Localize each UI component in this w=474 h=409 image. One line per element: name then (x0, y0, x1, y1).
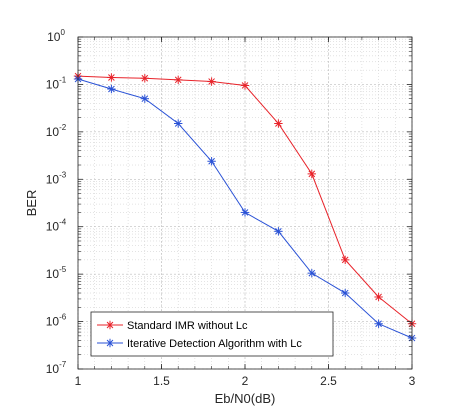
series-2-point (240, 208, 250, 217)
y-tick-label: 10-2 (46, 123, 67, 139)
series-1-point (240, 81, 250, 90)
series-2-point (307, 268, 316, 278)
y-tick-label: 10-1 (46, 75, 67, 91)
series-2-point (374, 319, 383, 328)
legend-box (90, 311, 334, 357)
x-tick-label: 1.5 (153, 374, 170, 388)
y-tick-label: 10-7 (46, 360, 67, 376)
axis-ticks (77, 36, 413, 370)
series-1-point (140, 74, 149, 83)
series-2-point (140, 94, 149, 103)
x-axis-tick-labels: 1 1.5 2 2.5 3 (75, 374, 416, 388)
series-2-point (341, 288, 350, 298)
series-2-point (274, 227, 283, 236)
x-tick-label: 2 (242, 374, 249, 388)
x-tick-label: 2.5 (320, 374, 337, 388)
x-tick-label: 3 (409, 374, 416, 388)
series-2-point (174, 119, 183, 128)
y-axis-tick-labels: 100 10-1 10-2 10-3 10-4 10-5 10-6 10-7 (46, 28, 67, 376)
y-axis-label: BER (24, 190, 39, 217)
series-2-point (207, 157, 216, 166)
series-1-point (174, 75, 183, 85)
series-1-point (307, 169, 316, 179)
series-2-point (107, 84, 116, 94)
y-tick-label: 100 (47, 28, 65, 44)
legend-label: Standard IMR without Lc (127, 320, 248, 332)
legend-label: Iterative Detection Algorithm with Lc (127, 338, 302, 350)
series-1-point (107, 73, 116, 82)
series-1-point (274, 119, 283, 128)
legend: Standard IMR without Lc Iterative Detecti… (90, 311, 334, 357)
legend-item-1: Standard IMR without Lc (97, 320, 248, 332)
y-tick-label: 10-4 (46, 218, 67, 234)
series-layer (73, 71, 417, 343)
legend-marker (105, 338, 115, 348)
legend-marker (105, 320, 115, 330)
series-1-point (374, 292, 383, 302)
y-tick-label: 10-6 (46, 313, 67, 329)
y-tick-label: 10-3 (46, 170, 67, 186)
series-1-point (207, 77, 216, 86)
legend-item-2: Iterative Detection Algorithm with Lc (97, 338, 302, 350)
x-axis-label: Eb/N0(dB) (215, 391, 276, 406)
y-tick-label: 10-5 (46, 265, 67, 281)
series-1-point (341, 255, 350, 265)
x-tick-label: 1 (75, 374, 82, 388)
